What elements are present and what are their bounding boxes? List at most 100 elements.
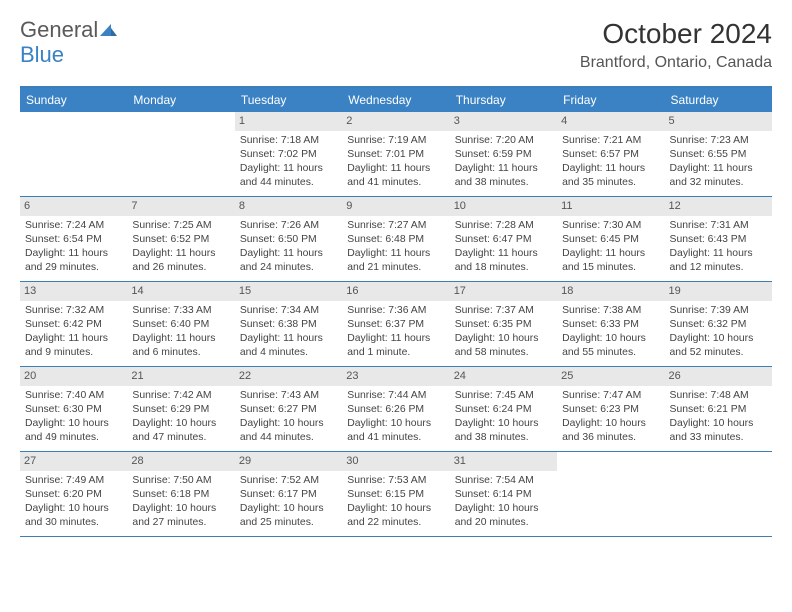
day-cell: 11Sunrise: 7:30 AMSunset: 6:45 PMDayligh… bbox=[557, 197, 664, 281]
sunrise-line: Sunrise: 7:53 AM bbox=[347, 474, 444, 488]
sunset-line: Sunset: 6:52 PM bbox=[132, 233, 229, 247]
page-subtitle: Brantford, Ontario, Canada bbox=[580, 54, 772, 72]
day-cell: 5Sunrise: 7:23 AMSunset: 6:55 PMDaylight… bbox=[665, 112, 772, 196]
sunset-line: Sunset: 6:33 PM bbox=[562, 318, 659, 332]
dayheader: Monday bbox=[127, 88, 234, 112]
sunset-line: Sunset: 6:47 PM bbox=[455, 233, 552, 247]
daylight-line: and 18 minutes. bbox=[455, 261, 552, 275]
daylight-line: Daylight: 10 hours bbox=[455, 502, 552, 516]
sunrise-line: Sunrise: 7:44 AM bbox=[347, 389, 444, 403]
day-cell: 1Sunrise: 7:18 AMSunset: 7:02 PMDaylight… bbox=[235, 112, 342, 196]
day-number: 26 bbox=[665, 367, 772, 386]
day-number: 4 bbox=[557, 112, 664, 131]
day-cell: 14Sunrise: 7:33 AMSunset: 6:40 PMDayligh… bbox=[127, 282, 234, 366]
calendar: SundayMondayTuesdayWednesdayThursdayFrid… bbox=[20, 86, 772, 537]
day-cell: 30Sunrise: 7:53 AMSunset: 6:15 PMDayligh… bbox=[342, 452, 449, 536]
day-number: 6 bbox=[20, 197, 127, 216]
day-number: 28 bbox=[127, 452, 234, 471]
daylight-line: Daylight: 10 hours bbox=[347, 502, 444, 516]
logo: GeneralBlue bbox=[20, 18, 117, 66]
day-cell: 15Sunrise: 7:34 AMSunset: 6:38 PMDayligh… bbox=[235, 282, 342, 366]
daylight-line: Daylight: 11 hours bbox=[347, 247, 444, 261]
daylight-line: Daylight: 10 hours bbox=[132, 502, 229, 516]
sunset-line: Sunset: 6:29 PM bbox=[132, 403, 229, 417]
daylight-line: and 35 minutes. bbox=[562, 176, 659, 190]
sunset-line: Sunset: 6:24 PM bbox=[455, 403, 552, 417]
dayheader-row: SundayMondayTuesdayWednesdayThursdayFrid… bbox=[20, 88, 772, 112]
daylight-line: Daylight: 10 hours bbox=[670, 417, 767, 431]
day-cell: 13Sunrise: 7:32 AMSunset: 6:42 PMDayligh… bbox=[20, 282, 127, 366]
day-cell: 28 Sunrise: 7:50 AMSunset: 6:18 PMDayligh… bbox=[127, 452, 234, 536]
daylight-line: Daylight: 11 hours bbox=[455, 162, 552, 176]
day-number: 16 bbox=[342, 282, 449, 301]
day-number: 9 bbox=[342, 197, 449, 216]
day-number: 1 bbox=[235, 112, 342, 131]
logo-sail-icon bbox=[99, 20, 119, 43]
sunrise-line: Sunrise: 7:50 AM bbox=[132, 474, 229, 488]
day-number: 31 bbox=[450, 452, 557, 471]
sunset-line: Sunset: 6:59 PM bbox=[455, 148, 552, 162]
daylight-line: Daylight: 10 hours bbox=[562, 332, 659, 346]
day-cell: 20Sunrise: 7:40 AMSunset: 6:30 PMDayligh… bbox=[20, 367, 127, 451]
daylight-line: Daylight: 11 hours bbox=[670, 162, 767, 176]
sunset-line: Sunset: 6:21 PM bbox=[670, 403, 767, 417]
daylight-line: and 15 minutes. bbox=[562, 261, 659, 275]
sunset-line: Sunset: 6:40 PM bbox=[132, 318, 229, 332]
sunrise-line: Sunrise: 7:38 AM bbox=[562, 304, 659, 318]
daylight-line: and 27 minutes. bbox=[132, 516, 229, 530]
daylight-line: Daylight: 11 hours bbox=[132, 332, 229, 346]
daylight-line: and 44 minutes. bbox=[240, 431, 337, 445]
sunset-line: Sunset: 6:26 PM bbox=[347, 403, 444, 417]
daylight-line: Daylight: 10 hours bbox=[562, 417, 659, 431]
sunrise-line: Sunrise: 7:49 AM bbox=[25, 474, 122, 488]
page: GeneralBlue October 2024 Brantford, Onta… bbox=[0, 0, 792, 547]
daylight-line: Daylight: 10 hours bbox=[240, 502, 337, 516]
sunrise-line: Sunrise: 7:23 AM bbox=[670, 134, 767, 148]
day-number: 30 bbox=[342, 452, 449, 471]
day-cell: 16Sunrise: 7:36 AMSunset: 6:37 PMDayligh… bbox=[342, 282, 449, 366]
day-number: 10 bbox=[450, 197, 557, 216]
day-cell: 25Sunrise: 7:47 AMSunset: 6:23 PMDayligh… bbox=[557, 367, 664, 451]
day-number: 23 bbox=[342, 367, 449, 386]
daylight-line: Daylight: 11 hours bbox=[347, 332, 444, 346]
day-number: 27 bbox=[20, 452, 127, 471]
sunset-line: Sunset: 6:50 PM bbox=[240, 233, 337, 247]
sunset-line: Sunset: 6:48 PM bbox=[347, 233, 444, 247]
sunset-line: Sunset: 6:37 PM bbox=[347, 318, 444, 332]
daylight-line: and 52 minutes. bbox=[670, 346, 767, 360]
daylight-line: Daylight: 10 hours bbox=[132, 417, 229, 431]
daylight-line: Daylight: 10 hours bbox=[347, 417, 444, 431]
sunrise-line: Sunrise: 7:28 AM bbox=[455, 219, 552, 233]
day-cell: 24Sunrise: 7:45 AMSunset: 6:24 PMDayligh… bbox=[450, 367, 557, 451]
dayheader: Saturday bbox=[665, 88, 772, 112]
daylight-line: and 1 minute. bbox=[347, 346, 444, 360]
daylight-line: and 26 minutes. bbox=[132, 261, 229, 275]
sunrise-line: Sunrise: 7:45 AM bbox=[455, 389, 552, 403]
logo-word2: Blue bbox=[20, 42, 64, 67]
day-cell: 23 Sunrise: 7:44 AMSunset: 6:26 PMDayligh… bbox=[342, 367, 449, 451]
sunset-line: Sunset: 6:42 PM bbox=[25, 318, 122, 332]
day-number: 20 bbox=[20, 367, 127, 386]
day-number: 14 bbox=[127, 282, 234, 301]
day-cell: 10Sunrise: 7:28 AMSunset: 6:47 PMDayligh… bbox=[450, 197, 557, 281]
title-block: October 2024 Brantford, Ontario, Canada bbox=[580, 18, 772, 72]
sunset-line: Sunset: 6:17 PM bbox=[240, 488, 337, 502]
daylight-line: Daylight: 11 hours bbox=[347, 162, 444, 176]
daylight-line: Daylight: 10 hours bbox=[455, 332, 552, 346]
sunrise-line: Sunrise: 7:48 AM bbox=[670, 389, 767, 403]
sunset-line: Sunset: 6:55 PM bbox=[670, 148, 767, 162]
day-number: 15 bbox=[235, 282, 342, 301]
daylight-line: Daylight: 11 hours bbox=[240, 332, 337, 346]
day-cell: 31Sunrise: 7:54 AMSunset: 6:14 PMDayligh… bbox=[450, 452, 557, 536]
day-cell: 4Sunrise: 7:21 AMSunset: 6:57 PMDaylight… bbox=[557, 112, 664, 196]
page-title: October 2024 bbox=[580, 18, 772, 50]
sunset-line: Sunset: 6:30 PM bbox=[25, 403, 122, 417]
sunset-line: Sunset: 7:02 PM bbox=[240, 148, 337, 162]
day-cell: 6Sunrise: 7:24 AMSunset: 6:54 PMDaylight… bbox=[20, 197, 127, 281]
sunset-line: Sunset: 6:32 PM bbox=[670, 318, 767, 332]
day-cell: 2Sunrise: 7:19 AMSunset: 7:01 PMDaylight… bbox=[342, 112, 449, 196]
sunset-line: Sunset: 6:18 PM bbox=[132, 488, 229, 502]
day-cell: 21Sunrise: 7:42 AMSunset: 6:29 PMDayligh… bbox=[127, 367, 234, 451]
day-cell: 9Sunrise: 7:27 AMSunset: 6:48 PMDaylight… bbox=[342, 197, 449, 281]
day-number: 11 bbox=[557, 197, 664, 216]
